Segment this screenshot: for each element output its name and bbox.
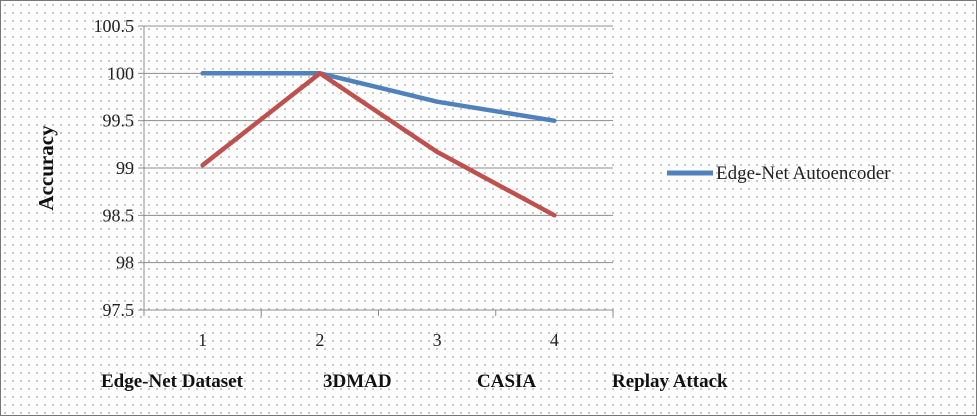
category-labels: Edge-Net Dataset 3DMAD CASIA Replay Atta… [101,371,728,392]
y-tick-label: 99 [116,158,134,178]
y-tick-label: 100 [107,63,134,83]
y-axis-label: Accuracy [34,125,58,211]
y-tick-label: 98.5 [103,205,135,225]
axes [138,25,614,316]
category-label: CASIA [477,371,536,392]
category-label: 3DMAD [323,371,392,392]
gridlines [144,25,613,311]
y-tick-labels: 97.5 98 98.5 99 99.5 100 100.5 [94,16,135,320]
series-line-2 [200,71,557,218]
y-tick-label: 98 [116,253,134,273]
y-tick-label: 100.5 [94,16,135,36]
x-tick-label: 1 [198,330,207,350]
y-tick-label: 97.5 [103,300,135,320]
x-tick-label: 2 [315,330,324,350]
series-line-1 [200,71,557,123]
series-lines [200,71,557,218]
category-label: Replay Attack [612,371,728,392]
category-label: Edge-Net Dataset [101,371,244,392]
x-tick-label: 3 [433,330,442,350]
x-tick-labels: 1 2 3 4 [198,330,559,350]
y-tick-label: 99.5 [103,111,135,131]
legend: Edge-Net Autoencoder [667,163,891,184]
x-tick-label: 4 [550,330,559,350]
legend-label: Edge-Net Autoencoder [716,163,891,184]
